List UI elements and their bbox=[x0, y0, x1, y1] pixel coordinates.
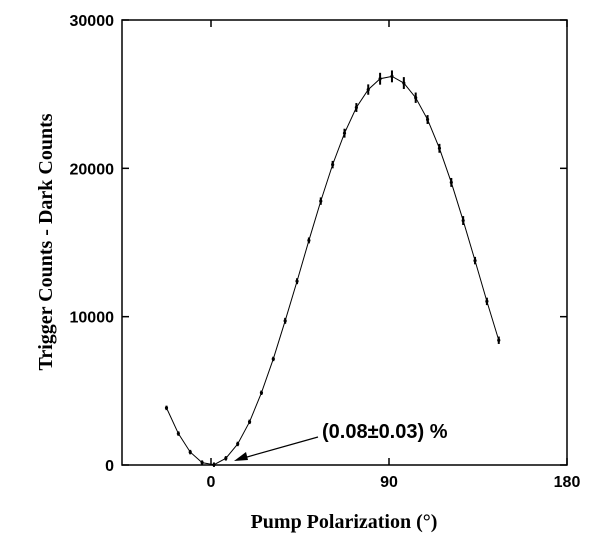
data-point bbox=[485, 299, 489, 303]
x-tick-label: 180 bbox=[554, 474, 581, 491]
data-point bbox=[390, 74, 394, 78]
y-tick-label: 30000 bbox=[70, 13, 115, 30]
x-tick-label: 0 bbox=[207, 474, 216, 491]
data-point bbox=[176, 431, 180, 436]
data-point bbox=[414, 96, 418, 100]
data-point bbox=[295, 279, 299, 283]
data-point bbox=[224, 456, 228, 460]
data-point bbox=[271, 357, 275, 361]
data-point bbox=[319, 199, 323, 203]
data-point bbox=[366, 87, 370, 92]
annotation-arrow bbox=[239, 436, 319, 460]
y-tick-label: 10000 bbox=[70, 310, 115, 327]
y-tick-label: 0 bbox=[105, 458, 114, 475]
annotation: (0.08±0.03) % bbox=[322, 421, 448, 443]
data-point bbox=[437, 146, 442, 150]
data-point bbox=[425, 117, 430, 122]
data-point bbox=[461, 218, 465, 223]
data-point bbox=[342, 131, 347, 135]
data-point bbox=[212, 463, 216, 467]
x-tick-label: 90 bbox=[380, 474, 398, 491]
data-point bbox=[497, 338, 501, 342]
y-tick-label: 20000 bbox=[70, 161, 115, 178]
data-point bbox=[449, 180, 453, 185]
data-point bbox=[164, 406, 169, 410]
data-point bbox=[200, 461, 204, 465]
data-point bbox=[259, 391, 264, 395]
plot-frame bbox=[121, 19, 568, 466]
data-point bbox=[378, 77, 382, 81]
data-point bbox=[283, 319, 287, 323]
data-point bbox=[247, 420, 252, 424]
data-point bbox=[354, 105, 358, 110]
y-axis-label: Trigger Counts - Dark Counts bbox=[35, 113, 57, 370]
data-point bbox=[188, 450, 192, 454]
data-point bbox=[236, 442, 240, 446]
x-axis-label: Pump Polarization (°) bbox=[251, 511, 438, 533]
data-point bbox=[331, 163, 335, 167]
data-point bbox=[307, 238, 311, 243]
data-point bbox=[473, 258, 477, 263]
arrow-head bbox=[234, 452, 248, 461]
fit-line bbox=[166, 75, 500, 466]
data-point bbox=[402, 81, 406, 85]
